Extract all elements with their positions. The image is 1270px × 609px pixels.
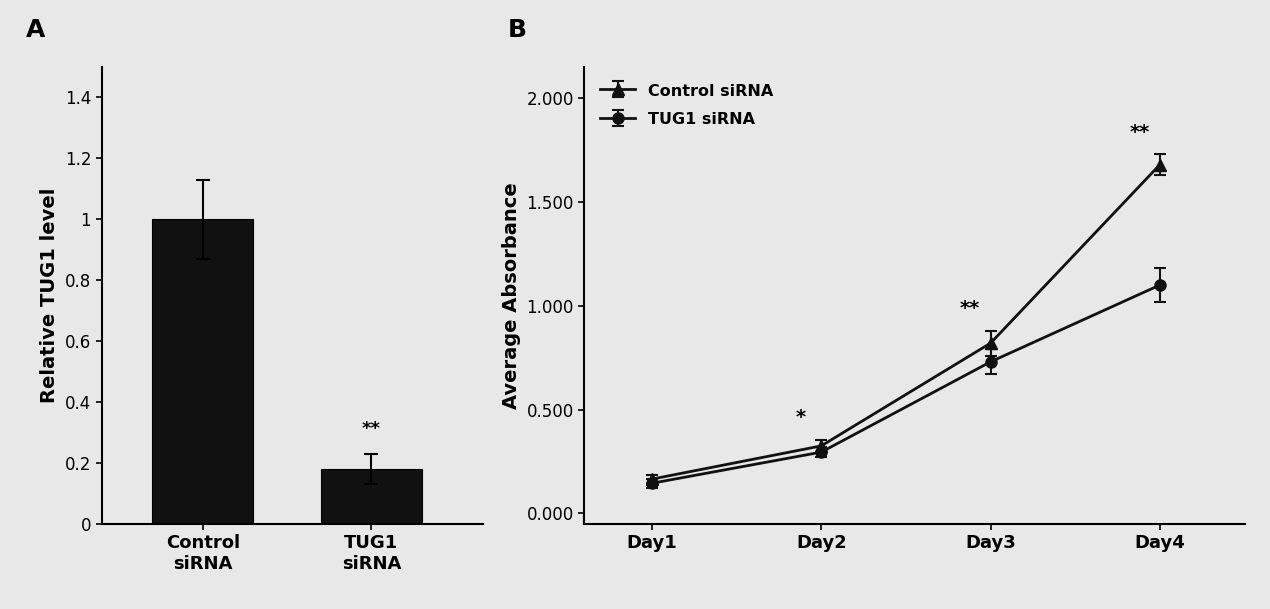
Bar [321, 469, 422, 524]
Y-axis label: Relative TUG1 level: Relative TUG1 level [41, 188, 60, 403]
Text: *: * [796, 408, 806, 427]
Y-axis label: Average Absorbance: Average Absorbance [502, 182, 521, 409]
Text: **: ** [362, 420, 381, 438]
Legend: Control siRNA, TUG1 siRNA: Control siRNA, TUG1 siRNA [592, 75, 781, 135]
Text: A: A [25, 18, 44, 42]
Text: B: B [508, 18, 527, 42]
Text: **: ** [1129, 123, 1149, 142]
Text: **: ** [960, 299, 980, 318]
Bar [152, 219, 253, 524]
